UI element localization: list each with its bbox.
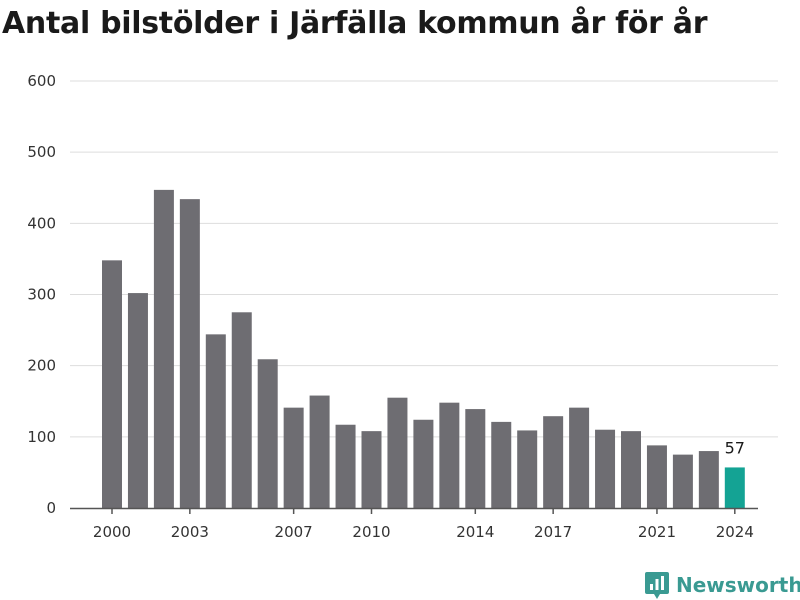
- grid-lines: [70, 80, 778, 438]
- bar-2006: [257, 359, 278, 508]
- bar-2012: [413, 419, 434, 508]
- brand-name: Newsworthy: [676, 573, 800, 597]
- x-tick-label: 2000: [93, 523, 131, 541]
- bar-2000: [102, 260, 122, 508]
- bar-2019: [595, 429, 616, 508]
- bar-2011: [387, 397, 408, 508]
- y-tick-label: 0: [46, 499, 56, 517]
- y-tick-label: 200: [27, 357, 56, 375]
- y-tick-label: 600: [27, 72, 56, 90]
- bar-2014: [465, 409, 486, 508]
- newsworthy-chart-icon: [645, 572, 669, 599]
- chart-title: Antal bilstölder i Järfälla kommun år fö…: [2, 6, 708, 41]
- x-tick-label: 2007: [275, 523, 313, 541]
- y-tick-label: 300: [27, 286, 56, 304]
- x-axis: 2000 2003 2007 2010 2014 2017 2021 2024: [70, 507, 758, 541]
- y-axis-ticks: 0 100 200 300 400 500 600: [27, 72, 56, 517]
- y-tick-label: 100: [27, 428, 56, 446]
- bar-2009: [335, 424, 356, 508]
- bar-chart: 0 100 200 300 400 500 600 2000 2003 2007 2010 2014…: [27, 72, 778, 541]
- x-tick-label: 2003: [171, 523, 209, 541]
- bar-2008: [309, 395, 330, 508]
- bar-2024: [724, 467, 745, 508]
- x-tick-label: 2014: [456, 523, 494, 541]
- bar-2023: [698, 451, 719, 508]
- bar-2002: [153, 189, 174, 508]
- x-tick-label: 2021: [638, 523, 676, 541]
- bar-2005: [231, 312, 252, 508]
- data-label-2024: 57: [725, 438, 745, 457]
- bar-2017: [543, 416, 564, 508]
- bar-2021: [646, 445, 667, 508]
- bar-2016: [517, 430, 538, 508]
- y-tick-label: 500: [27, 143, 56, 161]
- newsworthy-logo: Newsworthy: [644, 570, 800, 600]
- bars: [102, 189, 745, 509]
- bar-2013: [439, 402, 460, 508]
- bar-2001: [127, 293, 148, 508]
- bar-2020: [621, 431, 641, 508]
- bar-2015: [491, 421, 512, 508]
- x-tick-label: 2024: [716, 523, 754, 541]
- bar-2010: [361, 431, 382, 508]
- bar-2004: [205, 334, 226, 508]
- data-labels: 57: [725, 438, 745, 457]
- bar-2022: [672, 454, 693, 508]
- bar-2007: [283, 407, 304, 508]
- x-tick-label: 2017: [534, 523, 572, 541]
- bar-2018: [569, 407, 590, 508]
- x-tick-label: 2010: [352, 523, 390, 541]
- bar-2003: [179, 199, 200, 509]
- y-tick-label: 400: [27, 214, 56, 232]
